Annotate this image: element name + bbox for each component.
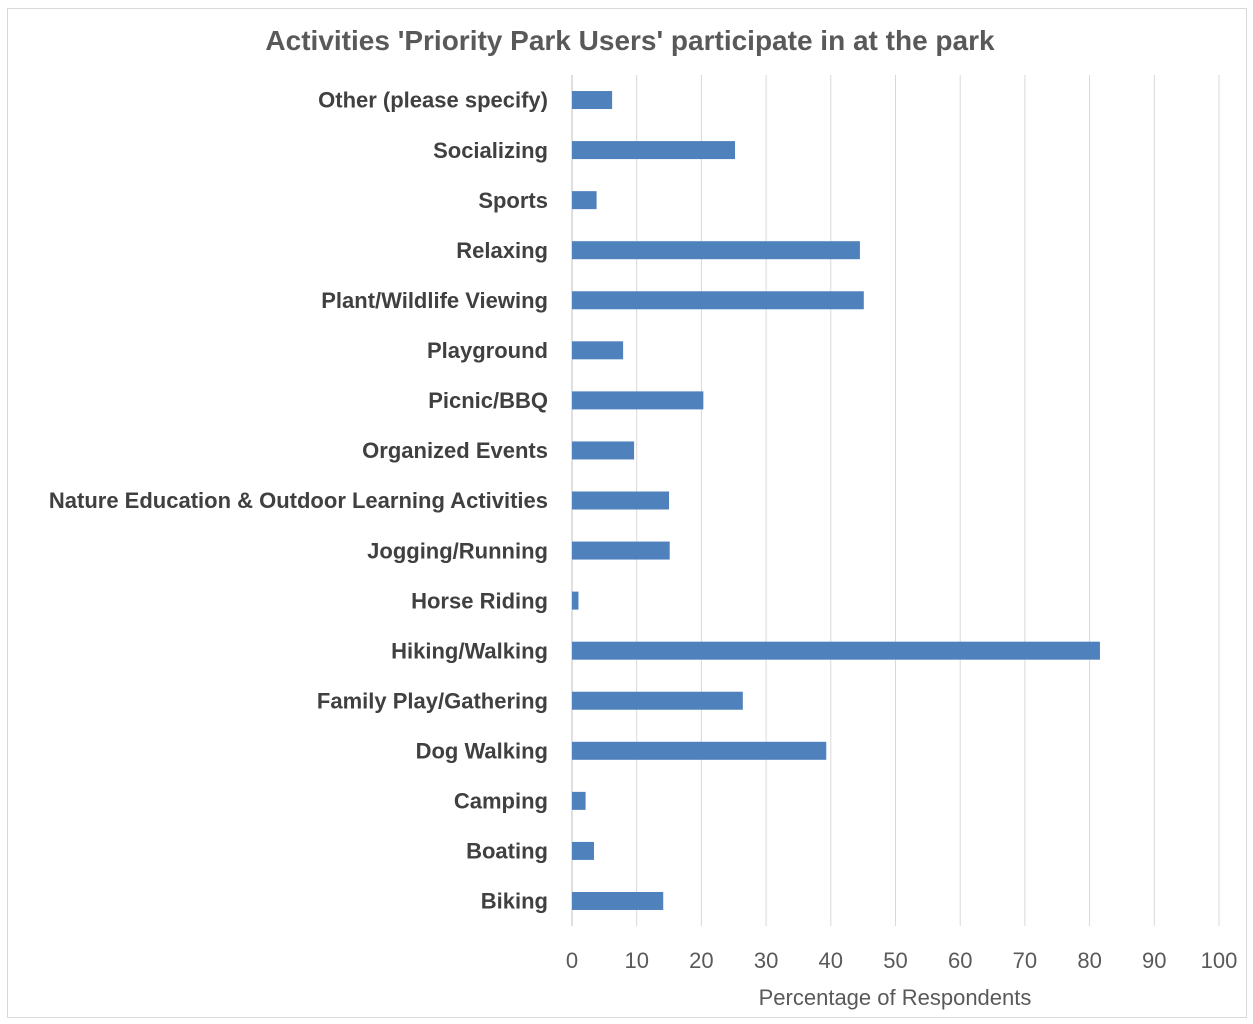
category-label: Socializing bbox=[433, 138, 548, 163]
bar bbox=[572, 291, 864, 310]
bar bbox=[572, 191, 597, 210]
bar bbox=[572, 541, 670, 560]
x-tick-label: 10 bbox=[624, 948, 648, 973]
chart-title: Activities 'Priority Park Users' partici… bbox=[265, 25, 995, 56]
x-tick-label: 40 bbox=[819, 948, 843, 973]
category-label: Hiking/Walking bbox=[391, 638, 548, 663]
chart-frame bbox=[7, 8, 1247, 1018]
category-label: Other (please specify) bbox=[318, 88, 548, 113]
category-label: Plant/Wildlife Viewing bbox=[321, 288, 548, 313]
x-tick-label: 20 bbox=[689, 948, 713, 973]
category-label: Camping bbox=[454, 789, 548, 814]
category-labels: Other (please specify) Socializing Sports R… bbox=[49, 88, 548, 914]
x-tick-label: 80 bbox=[1077, 948, 1101, 973]
gridlines bbox=[571, 75, 1220, 926]
category-label: Playground bbox=[427, 338, 548, 363]
x-tick-label: 90 bbox=[1142, 948, 1166, 973]
x-tick-label: 70 bbox=[1013, 948, 1037, 973]
bar bbox=[572, 341, 624, 360]
category-label: Picnic/BBQ bbox=[428, 388, 548, 413]
x-tick-label: 100 bbox=[1201, 948, 1238, 973]
x-tick-label: 0 bbox=[566, 948, 578, 973]
bar bbox=[572, 741, 827, 760]
category-label: Horse Riding bbox=[411, 588, 548, 613]
x-tick-label: 50 bbox=[883, 948, 907, 973]
x-tick-labels: 0 10 20 30 40 50 60 70 80 90 100 bbox=[566, 948, 1237, 973]
bar bbox=[572, 891, 664, 910]
x-axis-title: Percentage of Respondents bbox=[759, 985, 1032, 1010]
category-label: Nature Education & Outdoor Learning Acti… bbox=[49, 488, 548, 513]
bar bbox=[572, 841, 594, 860]
bar bbox=[572, 791, 586, 810]
category-label: Boating bbox=[466, 839, 548, 864]
bar bbox=[572, 91, 613, 110]
bar bbox=[572, 241, 860, 260]
category-label: Relaxing bbox=[456, 238, 548, 263]
bar bbox=[572, 491, 670, 510]
category-label: Biking bbox=[481, 889, 548, 914]
x-tick-label: 60 bbox=[948, 948, 972, 973]
bars bbox=[572, 91, 1100, 910]
category-label: Sports bbox=[478, 188, 548, 213]
category-label: Organized Events bbox=[362, 438, 548, 463]
category-label: Family Play/Gathering bbox=[317, 688, 548, 713]
category-label: Dog Walking bbox=[416, 738, 548, 763]
bar bbox=[572, 591, 579, 610]
bar bbox=[572, 641, 1100, 660]
category-label: Jogging/Running bbox=[367, 538, 548, 563]
bar bbox=[572, 691, 743, 710]
bar bbox=[572, 391, 704, 410]
bar bbox=[572, 141, 736, 160]
bar bbox=[572, 441, 635, 460]
x-tick-label: 30 bbox=[754, 948, 778, 973]
